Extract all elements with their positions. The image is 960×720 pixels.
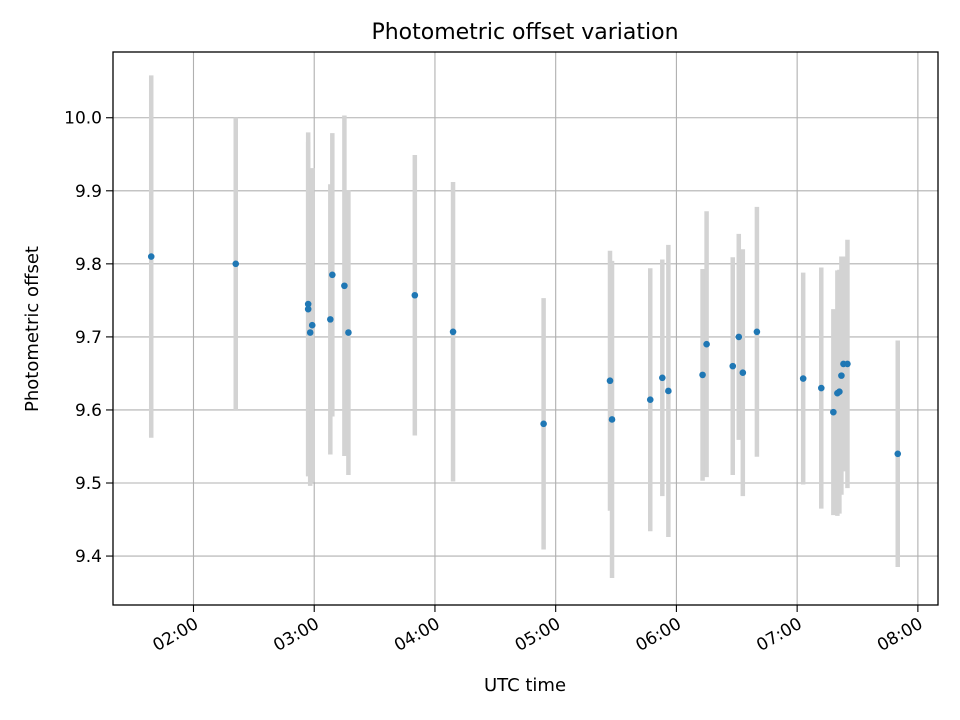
data-point (449, 328, 457, 336)
data-point (646, 396, 654, 404)
y-tick-label: 9.9 (75, 182, 102, 202)
data-point (838, 372, 845, 379)
data-points (147, 253, 902, 458)
data-point (329, 271, 336, 279)
data-point (703, 340, 710, 348)
data-point (147, 253, 155, 260)
data-point (411, 291, 419, 299)
y-tick-label: 10.0 (64, 109, 102, 129)
x-axis-label: UTC time (484, 675, 566, 696)
plot-frame (112, 51, 939, 606)
data-point (306, 329, 314, 336)
y-tick-label: 9.7 (75, 328, 102, 348)
data-point (341, 282, 348, 290)
data-point (665, 387, 672, 395)
data-point (304, 305, 312, 313)
data-point (735, 333, 743, 341)
data-point (345, 329, 352, 336)
y-axis-label: Photometric offset (22, 246, 43, 412)
data-point (817, 384, 825, 392)
data-point (540, 420, 547, 428)
data-point (608, 416, 616, 423)
y-tick-label: 9.4 (75, 547, 102, 567)
data-point (308, 321, 316, 329)
data-point (830, 408, 837, 416)
data-point (894, 450, 902, 458)
data-point (739, 369, 747, 376)
data-point (232, 260, 240, 268)
data-point (729, 362, 737, 370)
data-point (799, 375, 807, 382)
chart-title: Photometric offset variation (371, 20, 678, 45)
grid (113, 52, 938, 605)
data-point (327, 316, 334, 323)
data-point (753, 328, 761, 336)
data-point (699, 371, 706, 379)
data-point (304, 300, 312, 308)
data-point (836, 388, 843, 395)
y-tick-label: 9.5 (75, 474, 102, 494)
data-point (844, 360, 851, 368)
y-tick-label: 9.8 (75, 255, 102, 275)
data-point (659, 374, 666, 382)
data-point (606, 377, 614, 385)
y-tick-label: 9.6 (75, 401, 102, 421)
